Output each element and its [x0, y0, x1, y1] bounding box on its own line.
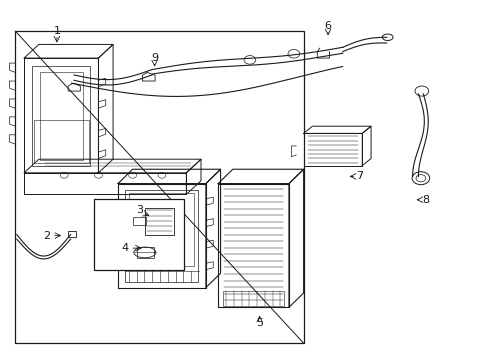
Bar	[133, 217, 147, 225]
Bar	[34, 120, 89, 163]
Text: 5: 5	[256, 319, 263, 328]
Bar	[32, 66, 90, 166]
Text: 1: 1	[53, 26, 60, 36]
Text: 6: 6	[324, 21, 332, 31]
Text: 9: 9	[151, 53, 158, 63]
Bar	[15, 31, 304, 343]
Bar	[145, 208, 174, 234]
Text: 2: 2	[44, 231, 50, 240]
Bar	[94, 199, 184, 270]
Bar	[129, 193, 194, 266]
Bar	[223, 291, 284, 306]
Bar	[137, 247, 154, 258]
Text: 3: 3	[136, 206, 144, 216]
Text: 7: 7	[356, 171, 364, 181]
Text: 8: 8	[422, 195, 429, 205]
Bar	[125, 190, 197, 282]
Bar	[40, 72, 83, 160]
Text: 4: 4	[122, 243, 129, 253]
